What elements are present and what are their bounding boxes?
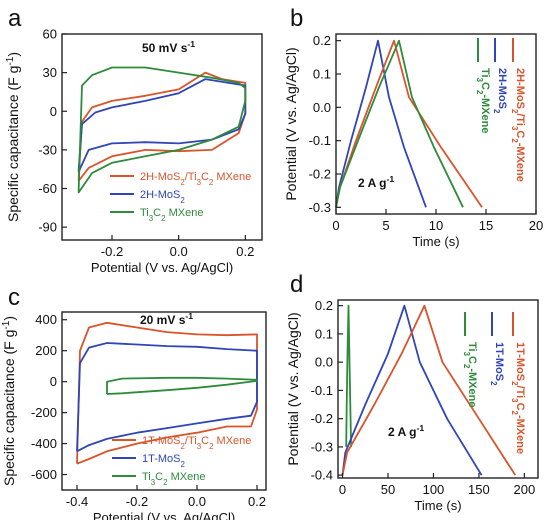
x-tick-label: 0.0 xyxy=(170,244,188,259)
legend-label: 2H-MoS2 xyxy=(493,68,509,114)
x-tick-label: 10 xyxy=(429,218,443,233)
y-tick-label: 0.1 xyxy=(313,67,331,82)
plot-frame xyxy=(61,33,263,241)
legend-label: 1T-MoS2 xyxy=(490,342,506,386)
x-tick-label: 20 xyxy=(529,218,543,233)
x-tick-label: 200 xyxy=(514,482,536,497)
series-line-red xyxy=(341,304,517,476)
y-tick-label: 0.0 xyxy=(313,100,331,115)
series-line-blue xyxy=(341,304,483,476)
legend-label: 2H-MoS2/Ti3C2-MXene xyxy=(511,68,527,182)
y-tick-label: 0.1 xyxy=(315,326,333,341)
series-line-blue xyxy=(76,342,258,453)
series-line-red xyxy=(77,71,247,182)
legend-label: 2H-MoS2/Ti3C2 MXene xyxy=(140,171,251,187)
annotation: 2 A g-1 xyxy=(358,174,394,190)
y-tick-label: 30 xyxy=(43,65,57,80)
series-line-green xyxy=(335,39,464,208)
series-line-blue xyxy=(335,39,427,208)
x-tick-label: 0.2 xyxy=(236,244,254,259)
series-line-green xyxy=(106,376,258,395)
legend-label: Ti3C2-MXene xyxy=(476,68,492,133)
x-tick-label: 50 xyxy=(381,482,395,497)
annotation: 20 mV s-1 xyxy=(140,311,193,327)
panel-d: d 0 50 100 150 200 -0.4 -0.3 -0.2 -0.1 0.0 0.1 0.2 Ti… xyxy=(285,271,539,513)
x-axis-label: Potential (V vs. Ag/AgCl) xyxy=(91,260,233,275)
x-tick-label: 5 xyxy=(382,218,389,233)
x-tick-label: 0 xyxy=(332,218,339,233)
series-line-green xyxy=(77,66,247,194)
panel-label: b xyxy=(290,5,303,32)
y-tick-label: -90 xyxy=(38,220,57,235)
legend-label: Ti3C2-MXene xyxy=(463,342,479,407)
legend-label: Ti3C2 MXene xyxy=(140,207,203,223)
y-tick-label: -30 xyxy=(38,142,57,157)
y-tick-label: 400 xyxy=(35,312,57,327)
legend-label: 1T-MoS2/Ti3C2-MXene xyxy=(511,342,527,454)
y-tick-label: 0.0 xyxy=(315,355,333,370)
y-tick-label: 0.2 xyxy=(315,298,333,313)
y-tick-label: -200 xyxy=(31,405,57,420)
x-axis-label: Time (s) xyxy=(412,234,459,249)
legend-label: Ti3C2 MXene xyxy=(142,471,205,487)
legend-label: 1T-MoS2 xyxy=(142,453,185,469)
x-tick-label: -0.2 xyxy=(126,494,148,509)
y-tick-label: -0.2 xyxy=(311,411,333,426)
panel-label: d xyxy=(290,271,303,298)
y-axis-label: Potential (V vs. Ag/AgCl) xyxy=(285,312,301,465)
panel-label: a xyxy=(8,5,22,32)
legend: 1T-MoS2/Ti3C2-MXene 1T-MoS2 Ti3C2-MXene xyxy=(463,312,527,454)
y-tick-label: 200 xyxy=(35,343,57,358)
y-tick-label: -0.2 xyxy=(309,167,331,182)
x-tick-label: 0 xyxy=(339,482,346,497)
y-tick-label: -0.1 xyxy=(309,133,331,148)
y-tick-label: -400 xyxy=(31,436,57,451)
annotation: 50 mV s-1 xyxy=(142,39,195,55)
plot-frame xyxy=(337,299,539,479)
x-tick-label: 100 xyxy=(423,482,445,497)
plot-frame xyxy=(61,311,267,491)
y-tick-label: 0 xyxy=(50,374,57,389)
y-tick-label: 60 xyxy=(43,27,57,42)
x-tick-label: -0.2 xyxy=(101,244,123,259)
x-axis-label: Time (s) xyxy=(414,498,461,513)
y-axis-label: Specific capacitance (F g-1) xyxy=(1,316,18,486)
legend-label: 2H-MoS2 xyxy=(140,189,185,205)
x-tick-label: 15 xyxy=(479,218,493,233)
y-tick-label: 0 xyxy=(50,104,57,119)
panel-c: c -0.4 -0.2 0.0 0.2 -600 -400 -200 0 200 400 Potent… xyxy=(1,284,267,520)
y-tick-label: 0.2 xyxy=(313,33,331,48)
legend: 2H-MoS2/Ti3C2 MXene 2H-MoS2 Ti3C2 MXene xyxy=(110,171,251,223)
y-tick-label: -0.1 xyxy=(311,383,333,398)
y-axis-label: Potential (V vs. Ag/AgCl) xyxy=(283,47,299,200)
panel-b: b 0 5 10 15 20 -0.3 -0.2 -0.1 0.0 0.1 0.2 Time (s) Po… xyxy=(283,5,543,249)
x-axis-label: Potential (V vs. Ag/AgCl) xyxy=(93,510,235,520)
panel-a: a -0.2 0.0 0.2 -90 -60 -30 0 30 60 Potential (V vs… xyxy=(5,5,263,275)
series-line-green xyxy=(345,304,352,447)
y-tick-label: -0.3 xyxy=(311,439,333,454)
y-tick-label: -0.4 xyxy=(311,468,333,483)
y-tick-label: -0.3 xyxy=(309,200,331,215)
x-tick-label: -0.4 xyxy=(66,494,88,509)
y-axis-label: Specific capacitance (F g-1) xyxy=(5,52,22,222)
panel-label: c xyxy=(8,284,20,311)
legend: 1T-MoS2/Ti3C2 MXene 1T-MoS2 Ti3C2 MXene xyxy=(112,435,251,487)
annotation: 2 A g-1 xyxy=(388,423,424,439)
y-tick-label: -600 xyxy=(31,467,57,482)
x-tick-label: 150 xyxy=(468,482,490,497)
x-tick-label: 0.2 xyxy=(248,494,266,509)
legend-label: 1T-MoS2/Ti3C2 MXene xyxy=(142,435,251,451)
y-tick-label: -60 xyxy=(38,181,57,196)
x-tick-label: 0.0 xyxy=(188,494,206,509)
